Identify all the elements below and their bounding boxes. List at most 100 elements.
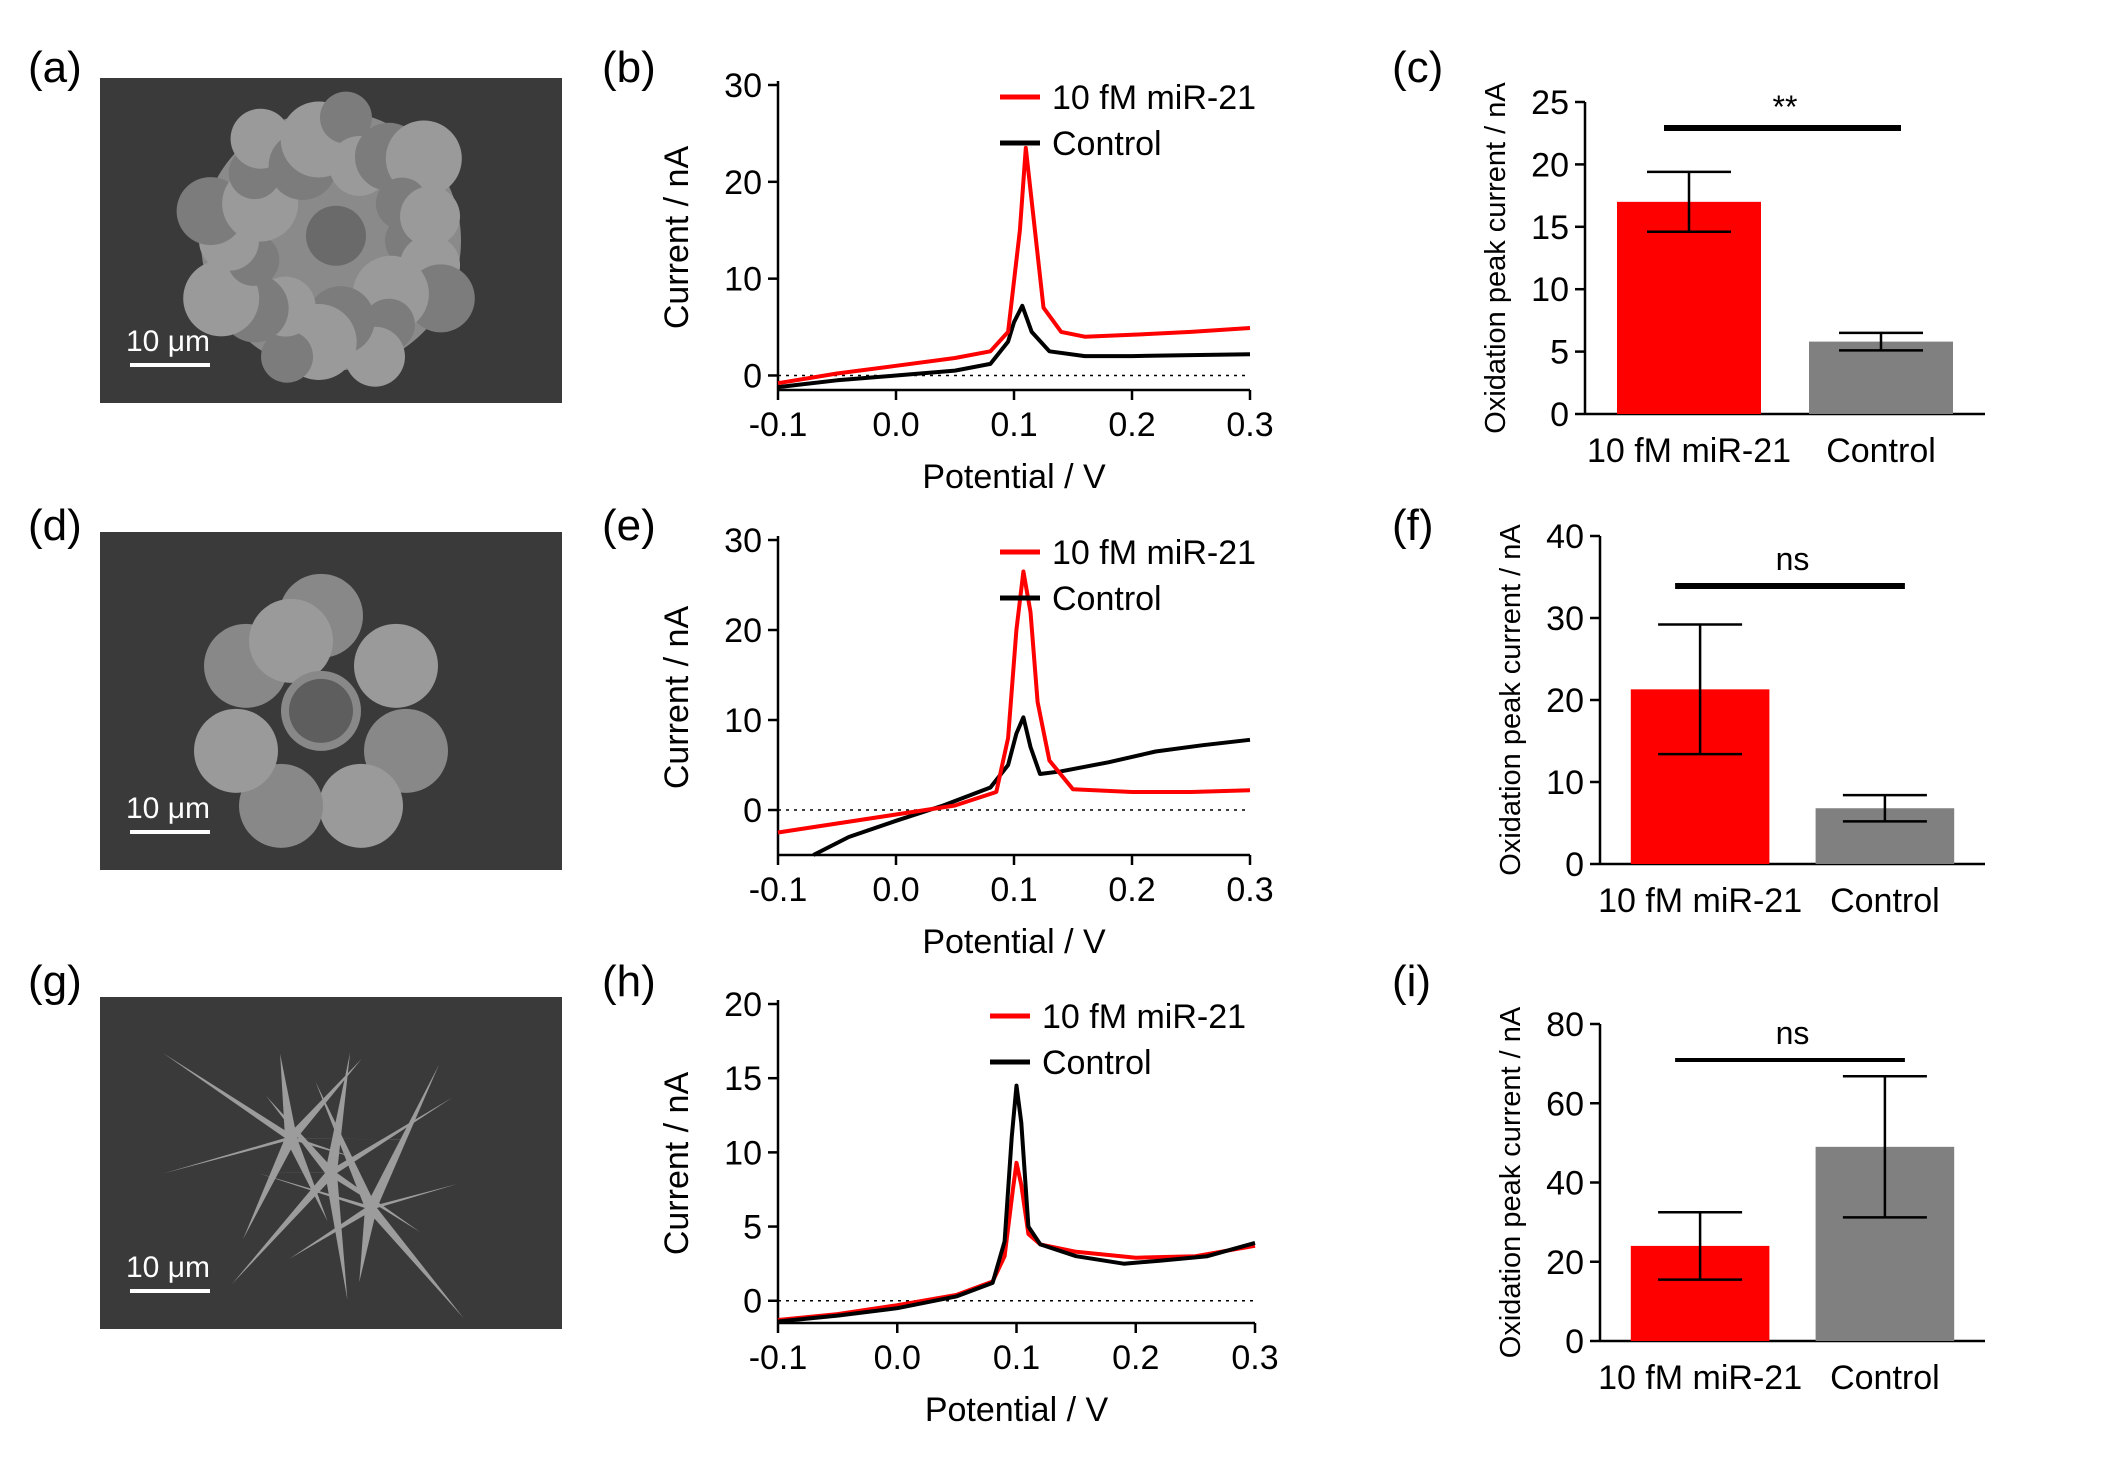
legend-label: Control	[1042, 1044, 1152, 1082]
y-tick-label: 20	[1531, 146, 1569, 184]
y-tick-label: 20	[724, 986, 762, 1024]
series-line-mir21	[777, 145, 1251, 386]
y-tick-label: 20	[724, 164, 762, 202]
y-tick-label: 15	[1531, 209, 1569, 247]
x-tick-label: 0.0	[872, 406, 919, 444]
y-tick-label: 15	[724, 1060, 762, 1098]
needle-crystal	[231, 1173, 337, 1285]
flower-cluster	[194, 708, 278, 793]
x-tick-label: -0.1	[749, 1339, 808, 1377]
scalebar-label: 10 μm	[126, 792, 210, 825]
series-line-control	[777, 303, 1251, 390]
needle-crystal	[365, 1208, 464, 1319]
x-axis-label: Potential / V	[922, 923, 1106, 961]
bar-control	[1809, 341, 1953, 414]
category-label: 10 fM miR-21	[1598, 882, 1802, 920]
legend-label: 10 fM miR-21	[1052, 79, 1256, 117]
y-axis-label: Oxidation peak current / nA	[1495, 1006, 1527, 1358]
needle-crystal	[315, 1081, 377, 1209]
y-axis-label: Current / nA	[658, 1072, 696, 1256]
needle-crystal	[259, 1173, 377, 1209]
series-line-control	[812, 715, 1251, 857]
x-tick-label: 0.2	[1112, 1339, 1159, 1377]
significance-label: **	[1773, 89, 1798, 125]
category-label: Control	[1826, 432, 1936, 470]
cv-panel-h: (h) 0 5 10 15 20 -0.1 0.0 0.1 0.2 0.3 Potential / V…	[602, 957, 1279, 1429]
x-tick-label: 0.3	[1231, 1339, 1278, 1377]
needle-crystal	[285, 1138, 358, 1159]
needle-crystal	[243, 1138, 297, 1240]
bar-mir21	[1617, 201, 1761, 414]
x-axis-label: Potential / V	[925, 1391, 1109, 1429]
legend-label: 10 fM miR-21	[1042, 998, 1246, 1036]
panel-label: (g)	[28, 957, 82, 1006]
y-tick-label: 80	[1546, 1006, 1584, 1044]
panel-label: (e)	[602, 501, 656, 550]
series-line-mir21	[777, 569, 1251, 835]
x-tick-label: 0.0	[872, 871, 919, 909]
particle-nodule	[319, 91, 372, 144]
y-tick-label: 0	[743, 792, 762, 830]
x-tick-label: 0.1	[993, 1339, 1040, 1377]
legend-label: Control	[1052, 125, 1162, 163]
panel-label: (h)	[602, 957, 656, 1006]
category-label: 10 fM miR-21	[1598, 1359, 1802, 1397]
series-line-control	[777, 1083, 1256, 1324]
needle-crystal	[325, 1173, 348, 1300]
x-tick-label: 0.2	[1108, 406, 1155, 444]
y-axis-label: Current / nA	[658, 606, 696, 790]
y-tick-label: 20	[724, 612, 762, 650]
needle-crystal	[251, 1171, 337, 1174]
y-tick-label: 5	[743, 1209, 762, 1247]
bar-panel-i: (i) 0 20 40 60 80 Oxidation peak current / nA 1…	[1392, 957, 1985, 1397]
particle-nodule	[400, 186, 461, 247]
y-axis-label: Oxidation peak current / nA	[1480, 82, 1512, 434]
sem-panel-g: (g) 10 μm	[28, 957, 562, 1329]
y-tick-label: 10	[724, 1134, 762, 1172]
y-tick-label: 0	[1565, 846, 1584, 884]
y-tick-label: 40	[1546, 1165, 1584, 1203]
needle-crystal	[365, 1183, 458, 1209]
series-line-mir21	[777, 1160, 1256, 1322]
y-tick-label: 30	[724, 522, 762, 560]
cluster-center	[289, 678, 353, 743]
y-tick-label: 10	[724, 261, 762, 299]
x-tick-label: 0.3	[1226, 406, 1273, 444]
needle-crystal	[162, 1138, 297, 1174]
sem-panel-d: (d) 10 μm	[28, 501, 562, 870]
x-tick-label: -0.1	[749, 406, 808, 444]
row-2: (d) 10 μm (e) 0 10 20 30 -0.1 0.0 0.1 0.2 0.3 Poten…	[28, 501, 1985, 961]
needle-crystal	[285, 1138, 418, 1140]
bar-panel-c: (c) 0 5 10 15 20 25 Oxidation peak current / nA…	[1392, 43, 1985, 470]
bar-panel-f: (f) 0 10 20 30 40 Oxidation peak current / nA 1…	[1392, 501, 1985, 920]
scalebar-label: 10 μm	[126, 1251, 210, 1284]
y-tick-label: 10	[724, 702, 762, 740]
flower-cluster	[354, 623, 438, 708]
y-axis-label: Current / nA	[658, 146, 696, 330]
flower-cluster	[319, 763, 403, 848]
significance-label: ns	[1776, 1015, 1810, 1051]
particle-nodule	[385, 120, 462, 197]
needle-crystal	[285, 1138, 328, 1222]
scalebar-label: 10 μm	[126, 325, 210, 358]
needle-crystal	[359, 1208, 377, 1283]
needle-crystal	[325, 1052, 351, 1174]
significance-label: ns	[1776, 541, 1810, 577]
x-tick-label: -0.1	[749, 871, 808, 909]
particle-center	[306, 205, 366, 266]
legend-label: Control	[1052, 580, 1162, 618]
panel-label: (b)	[602, 43, 656, 92]
category-label: 10 fM miR-21	[1587, 432, 1791, 470]
needle-crystal	[280, 1053, 297, 1139]
panel-label: (f)	[1392, 501, 1434, 550]
x-tick-label: 0.1	[990, 406, 1037, 444]
cv-panel-b: (b) 0 10 20 30 -0.1 0.0 0.1 0.2 0.3 Potential / V C…	[602, 43, 1274, 496]
sem-panel-a: (a) 10 μm	[28, 43, 562, 403]
y-tick-label: 5	[1550, 334, 1569, 372]
panel-label: (c)	[1392, 43, 1443, 92]
x-axis-label: Potential / V	[922, 458, 1106, 496]
y-tick-label: 10	[1531, 271, 1569, 309]
y-tick-label: 20	[1546, 682, 1584, 720]
needle-crystal	[325, 1097, 453, 1174]
category-label: Control	[1830, 882, 1940, 920]
